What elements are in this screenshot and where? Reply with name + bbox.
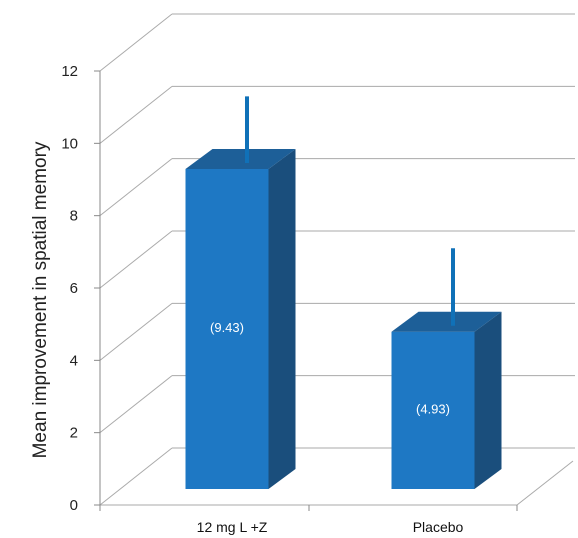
y-tick-label-0: 0	[70, 497, 78, 514]
floor-side-edge	[100, 448, 172, 505]
category-labels: 12 mg L +Z Placebo	[197, 519, 464, 535]
y-tick-label-4: 4	[70, 352, 78, 369]
gridline-side-4	[100, 303, 172, 360]
gridline-side-6	[100, 231, 172, 288]
y-axis-label: Mean improvement in spatial memory	[30, 141, 51, 458]
y-tick-label-6: 6	[70, 280, 78, 297]
gridline-side-8	[100, 159, 172, 216]
gridline-side-10	[100, 86, 172, 143]
grid-lines	[100, 14, 575, 433]
bar-1: (4.93)	[392, 248, 502, 489]
y-tick-label-2: 2	[70, 425, 78, 442]
bar-side-0	[269, 149, 296, 489]
data-label-1: (4.93)	[416, 401, 450, 416]
floor-right-edge	[517, 461, 573, 505]
y-tick-label-12: 12	[61, 63, 78, 80]
data-label-0: (9.43)	[210, 320, 244, 335]
chart-floor	[100, 448, 575, 505]
category-label-1: Placebo	[413, 519, 464, 535]
bar-side-1	[475, 312, 502, 489]
gridline-side-2	[100, 376, 172, 433]
category-label-0: 12 mg L +Z	[197, 519, 268, 535]
y-tick-labels: 0 2 4 6 8 10 12	[61, 63, 78, 514]
bars: (9.43) (4.93)	[186, 96, 502, 489]
y-tick-label-8: 8	[70, 208, 78, 225]
y-tick-label-10: 10	[61, 135, 78, 152]
bar-0: (9.43)	[186, 96, 296, 489]
gridline-side-12	[100, 14, 172, 71]
